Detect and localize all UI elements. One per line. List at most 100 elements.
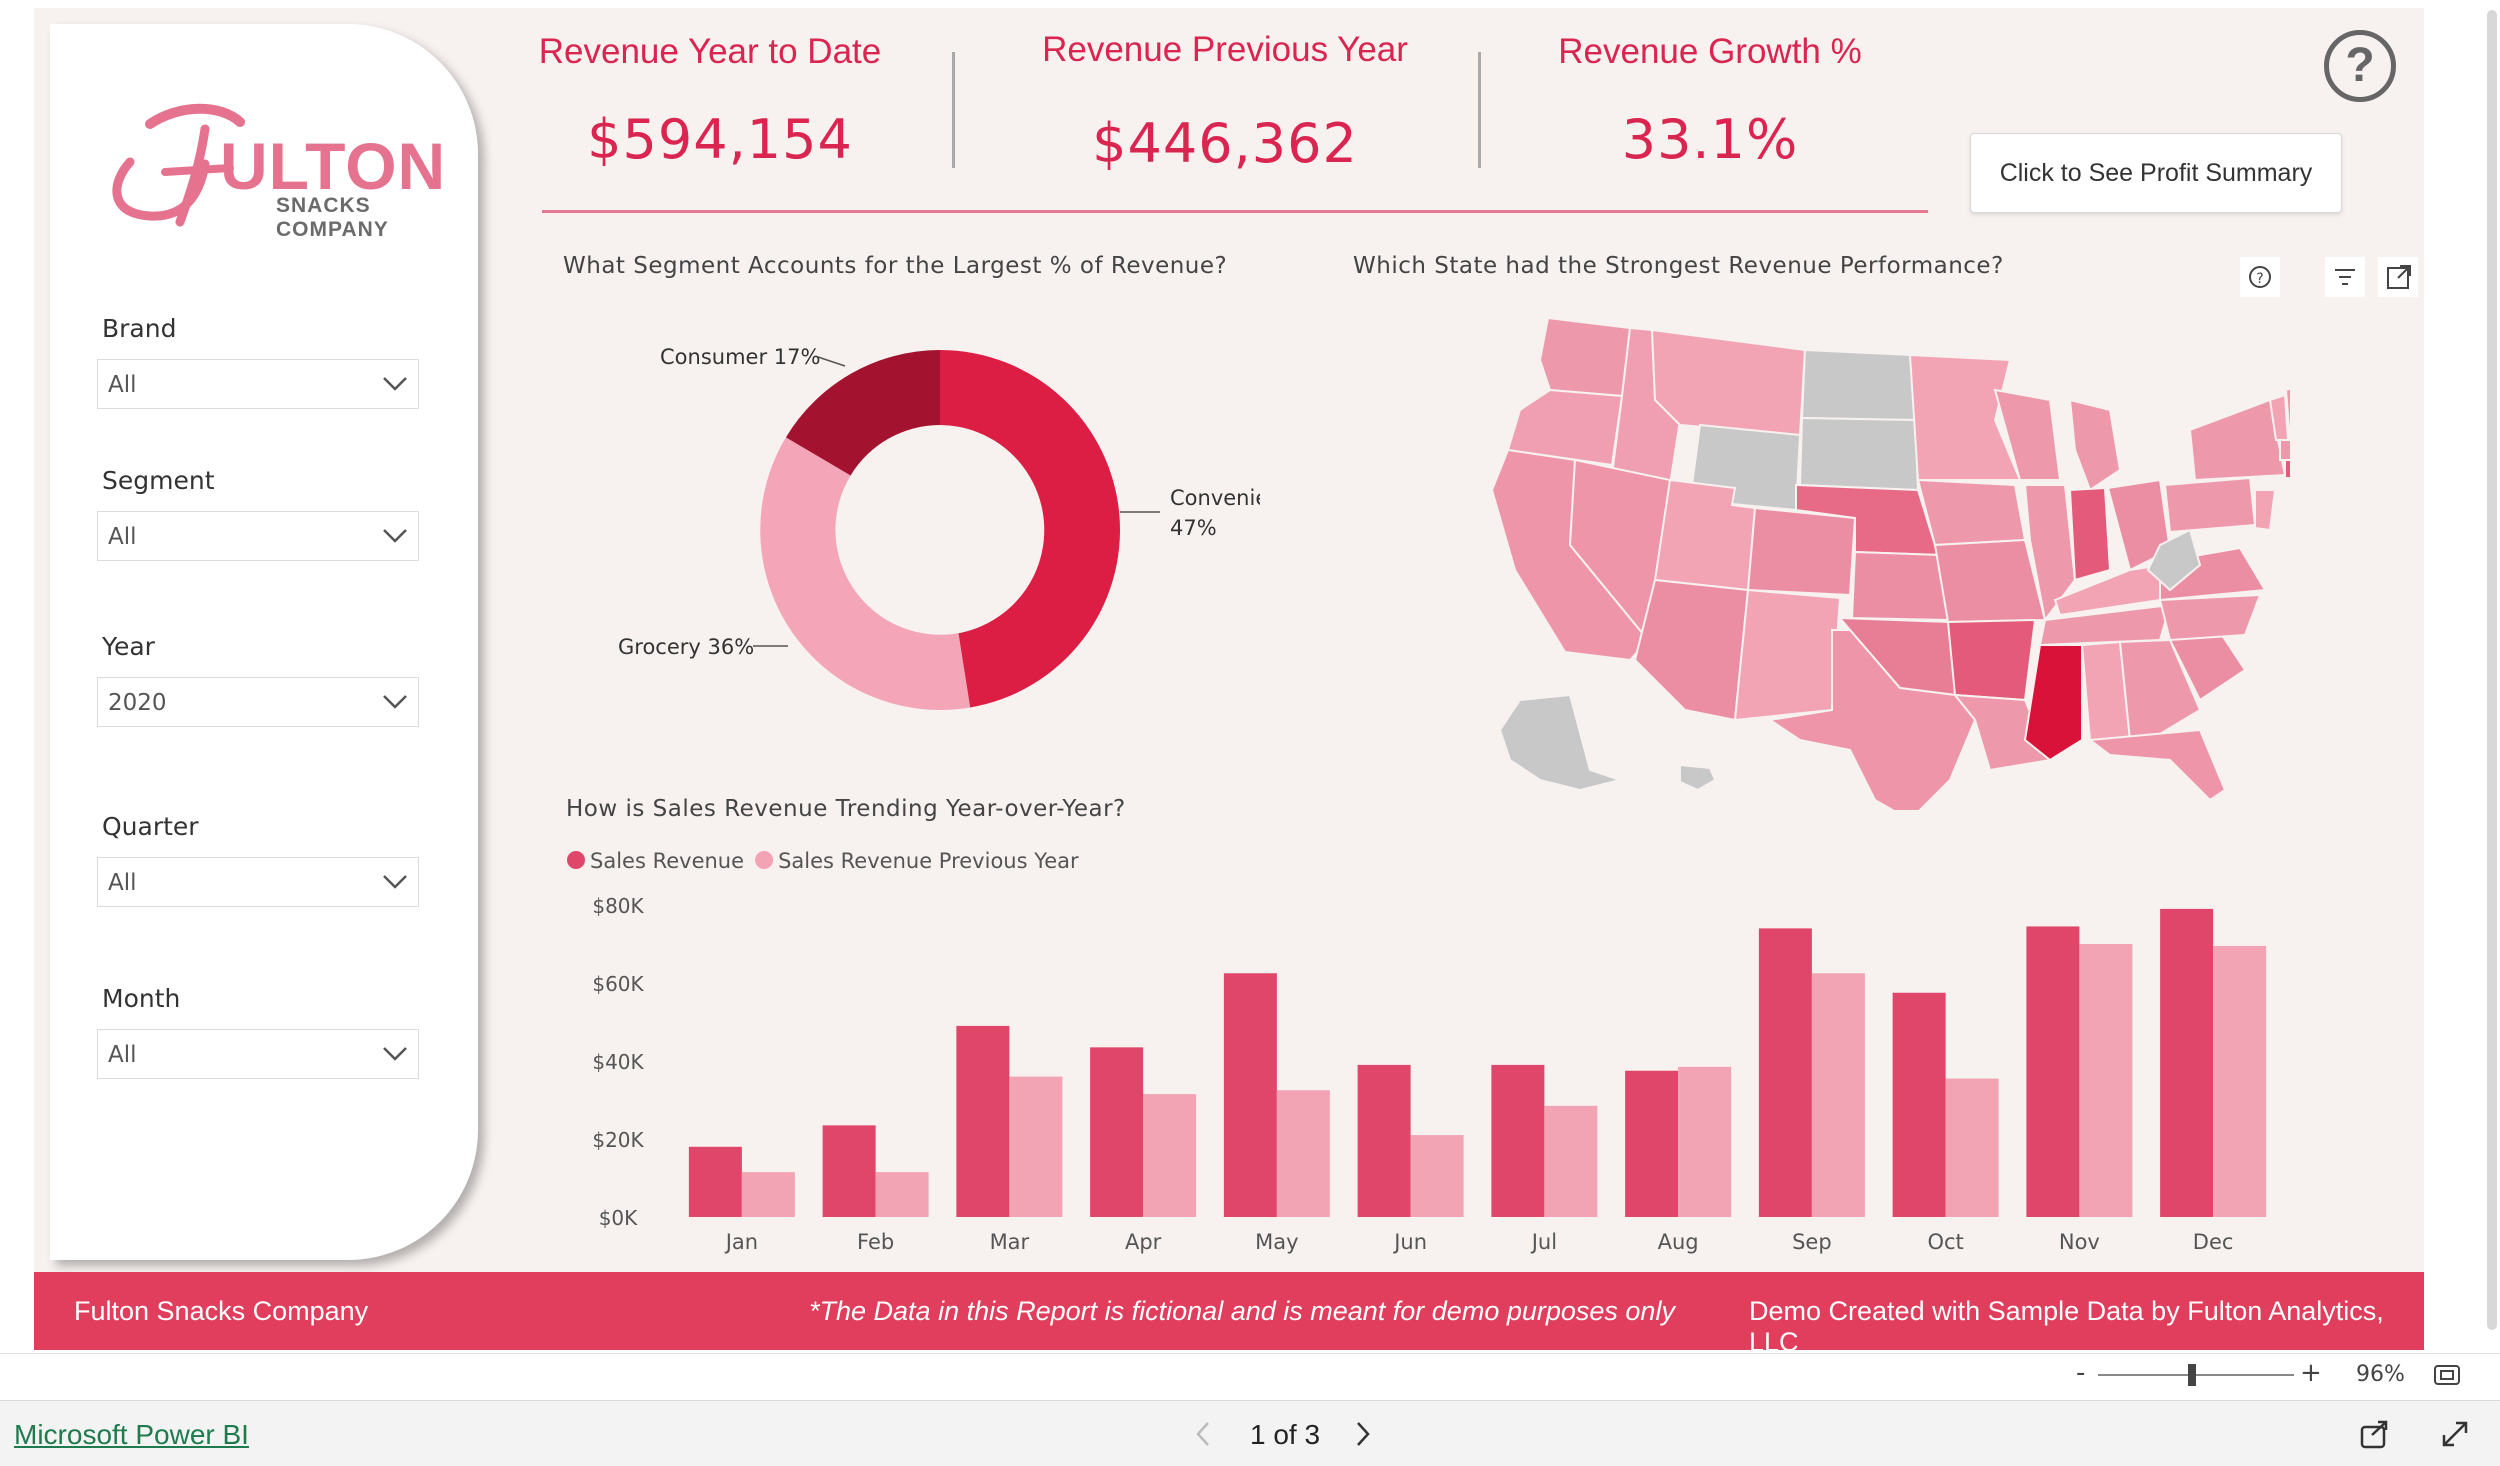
legend-label[interactable]: Sales Revenue Previous Year — [778, 849, 1079, 873]
us-state-map — [1490, 316, 2290, 810]
state-west-virginia[interactable] — [2146, 528, 2202, 592]
state-michigan[interactable] — [2068, 398, 2122, 492]
bar-mar-sales-revenue-prev[interactable] — [1009, 1076, 1063, 1217]
bar-jun-sales-revenue[interactable] — [1357, 1064, 1411, 1217]
segment-slicer-dropdown[interactable]: All — [97, 511, 419, 561]
y-axis-tick-label: $40K — [592, 1050, 644, 1074]
state-connecticut[interactable] — [2284, 459, 2290, 479]
x-axis-tick-label: Mar — [990, 1230, 1030, 1254]
state-minnesota[interactable] — [1908, 353, 2022, 481]
sales-revenue-bar-chart: Sales Revenue Sales Revenue Previous Year… — [567, 849, 2267, 1254]
year-slicer-dropdown[interactable]: 2020 — [97, 677, 419, 727]
state-hawaii[interactable] — [1679, 763, 1717, 792]
bar-apr-sales-revenue-prev[interactable] — [1143, 1094, 1197, 1217]
segment-slicer-value: All — [108, 524, 137, 550]
state-missouri[interactable] — [1933, 538, 2047, 624]
x-axis-tick-label: Apr — [1125, 1230, 1162, 1254]
bar-may-sales-revenue[interactable] — [1223, 973, 1277, 1217]
scrollbar-thumb[interactable] — [2487, 10, 2497, 1330]
state-alaska[interactable] — [1498, 693, 1624, 792]
donut-slice-consumer[interactable] — [785, 350, 940, 476]
state-georgia[interactable] — [2118, 638, 2202, 741]
brand-slicer-dropdown[interactable]: All — [97, 359, 419, 409]
quarter-slicer-dropdown[interactable]: All — [97, 857, 419, 907]
filter-sidebar: ULTON SNACKS COMPANY Brand All Segment A… — [50, 24, 478, 1260]
state-colorado[interactable] — [1746, 506, 1857, 597]
help-question-icon[interactable]: ? — [2324, 30, 2396, 102]
state-north-carolina[interactable] — [2158, 593, 2262, 642]
footer-banner: Fulton Snacks Company *The Data in this … — [34, 1272, 2424, 1357]
bar-oct-sales-revenue-prev[interactable] — [1945, 1078, 1999, 1217]
filter-icon[interactable] — [2325, 257, 2365, 297]
state-iowa[interactable] — [1916, 478, 2027, 547]
state-montana[interactable] — [1650, 328, 1807, 437]
bar-dec-sales-revenue-prev[interactable] — [2213, 945, 2267, 1217]
zoom-slider-track[interactable] — [2098, 1374, 2294, 1376]
bar-dec-sales-revenue[interactable] — [2160, 908, 2214, 1217]
chevron-right-icon[interactable] — [1352, 1419, 1372, 1449]
state-arizona[interactable] — [1633, 578, 1750, 722]
bar-mar-sales-revenue[interactable] — [956, 1025, 1010, 1217]
state-louisiana[interactable] — [1952, 693, 2052, 772]
bar-nov-sales-revenue-prev[interactable] — [2079, 944, 2133, 1217]
chevron-down-icon — [383, 1047, 407, 1061]
bar-jan-sales-revenue[interactable] — [688, 1146, 742, 1217]
bar-jul-sales-revenue-prev[interactable] — [1544, 1105, 1598, 1217]
month-slicer-dropdown[interactable]: All — [97, 1029, 419, 1079]
state-south-dakota[interactable] — [1798, 416, 1920, 492]
focus-mode-icon[interactable] — [2378, 257, 2418, 297]
legend-marker[interactable] — [755, 851, 774, 869]
state-north-dakota[interactable] — [1800, 348, 1917, 422]
state-wisconsin[interactable] — [1993, 388, 2062, 481]
legend-label[interactable]: Sales Revenue — [590, 849, 744, 873]
map-chart-title: Which State had the Strongest Revenue Pe… — [1353, 253, 2004, 279]
bar-sep-sales-revenue[interactable] — [1758, 928, 1812, 1217]
bar-jun-sales-revenue-prev[interactable] — [1410, 1135, 1464, 1217]
profit-summary-button[interactable]: Click to See Profit Summary — [1970, 133, 2342, 213]
bar-apr-sales-revenue[interactable] — [1090, 1047, 1144, 1217]
footer-company: Fulton Snacks Company — [74, 1296, 369, 1326]
state-massachusetts[interactable] — [2279, 439, 2290, 461]
y-axis-tick-label: $80K — [592, 894, 644, 918]
state-texas[interactable] — [1767, 629, 1977, 810]
x-axis-tick-label: Sep — [1792, 1230, 1832, 1254]
bar-feb-sales-revenue[interactable] — [822, 1125, 876, 1217]
zoom-in-button[interactable]: + — [2300, 1358, 2322, 1388]
chevron-left-icon[interactable] — [1194, 1419, 1214, 1449]
power-bi-link[interactable]: Microsoft Power BI — [14, 1419, 249, 1450]
bar-feb-sales-revenue-prev[interactable] — [875, 1172, 929, 1217]
bar-oct-sales-revenue[interactable] — [1892, 992, 1946, 1217]
zoom-out-button[interactable]: - — [2076, 1358, 2086, 1388]
share-icon[interactable] — [2358, 1417, 2392, 1451]
bar-aug-sales-revenue[interactable] — [1625, 1070, 1679, 1217]
state-new-york[interactable] — [2188, 398, 2287, 482]
company-logo: ULTON SNACKS COMPANY — [90, 84, 470, 241]
fit-to-page-icon[interactable] — [2432, 1362, 2462, 1388]
x-axis-tick-label: Dec — [2193, 1230, 2234, 1254]
bar-sep-sales-revenue-prev[interactable] — [1811, 973, 1865, 1217]
state-washington[interactable] — [1538, 316, 1632, 398]
state-pennsylvania[interactable] — [2163, 476, 2257, 534]
bar-may-sales-revenue-prev[interactable] — [1276, 1090, 1330, 1217]
state-kansas[interactable] — [1850, 550, 1950, 622]
bar-jul-sales-revenue[interactable] — [1491, 1064, 1545, 1217]
brand-slicer-label: Brand — [102, 314, 177, 343]
kpi-underline — [542, 210, 1928, 213]
legend-marker[interactable] — [567, 851, 585, 869]
state-mississippi[interactable] — [2023, 644, 2083, 762]
donut-slice-convenience[interactable] — [940, 350, 1120, 708]
state-new-mexico[interactable] — [1733, 588, 1842, 722]
state-arkansas[interactable] — [1946, 618, 2037, 702]
bar-aug-sales-revenue-prev[interactable] — [1678, 1066, 1732, 1217]
state-new-hampshire[interactable] — [2284, 385, 2290, 441]
logo-wordmark: ULTON — [220, 129, 447, 203]
state-florida[interactable] — [2087, 728, 2227, 802]
fullscreen-icon[interactable] — [2438, 1417, 2472, 1451]
help-icon[interactable]: ? — [2240, 257, 2280, 297]
state-new-jersey[interactable] — [2254, 489, 2277, 532]
state-indiana[interactable] — [2068, 486, 2112, 582]
bar-jan-sales-revenue-prev[interactable] — [741, 1172, 795, 1217]
zoom-slider-thumb[interactable] — [2188, 1364, 2196, 1386]
donut-slice-grocery[interactable] — [760, 437, 971, 710]
bar-nov-sales-revenue[interactable] — [2026, 926, 2080, 1217]
